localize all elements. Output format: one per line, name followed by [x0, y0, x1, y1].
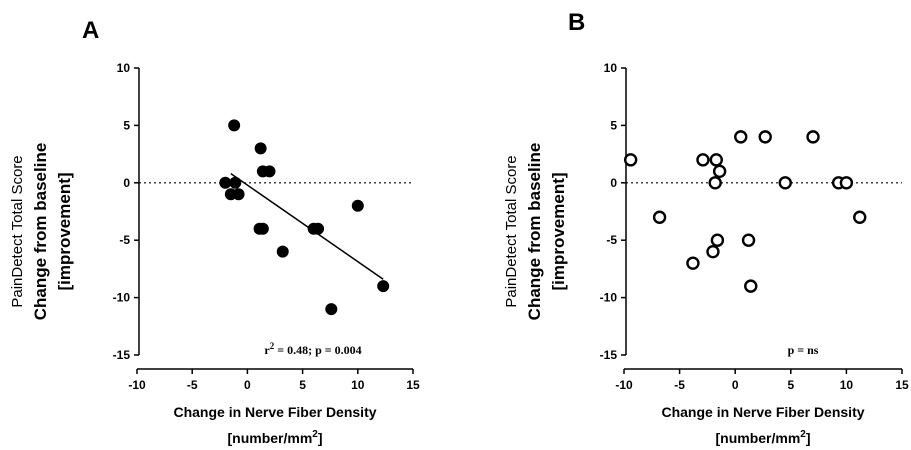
data-point: [758, 130, 772, 144]
data-point: [276, 245, 289, 258]
x-tick-label: -10: [128, 378, 146, 392]
data-point: [623, 153, 638, 167]
data-point: [741, 233, 756, 247]
y-tick-label: -10: [113, 291, 131, 305]
x-tick-label: -5: [674, 378, 685, 392]
data-point: [228, 119, 241, 132]
data-point: [686, 256, 700, 270]
x-tick-label: -10: [615, 378, 633, 392]
x-unit-sup: 2: [312, 429, 318, 440]
data-point: [710, 233, 725, 247]
data-point: [778, 176, 792, 190]
data-point: [377, 280, 390, 293]
x-axis-unit-label: [number/mm2]: [715, 429, 810, 446]
y-tick-label: -15: [113, 348, 131, 362]
data-point: [351, 199, 364, 212]
x-tick-label: 10: [351, 378, 365, 392]
y-tick-label: 5: [123, 118, 130, 132]
regression-line: [230, 172, 384, 280]
data-point: [312, 222, 325, 235]
y-axis-label-line1: PainDetect Total Score: [9, 155, 26, 307]
x-tick-label: 15: [406, 378, 420, 392]
y-tick-label: -5: [606, 233, 617, 247]
data-point: [708, 176, 722, 190]
data-point: [219, 176, 232, 189]
y-axis-label-line2: Change from baseline: [31, 143, 50, 321]
y-tick-label: -10: [600, 291, 618, 305]
data-point: [706, 244, 720, 259]
y-axis-label-line1: PainDetect Total Score: [503, 155, 520, 307]
data-point: [806, 130, 820, 144]
y-axis-label-line3: [improvement]: [549, 172, 568, 290]
stats-annotation-prefix: p = ns: [788, 343, 819, 357]
stats-annotation-sup: 2: [270, 341, 275, 351]
y-tick-label: 10: [117, 61, 131, 75]
data-point: [839, 176, 854, 190]
x-tick-label: -5: [187, 378, 198, 392]
x-tick-label: 15: [895, 378, 909, 392]
x-tick-label: 0: [732, 378, 739, 392]
y-tick-label: 5: [610, 118, 617, 132]
y-axis-label-line2: Change from baseline: [525, 143, 544, 321]
x-tick-label: 10: [840, 378, 854, 392]
data-point: [263, 165, 276, 178]
data-point: [256, 222, 269, 235]
x-tick-label: 5: [299, 378, 306, 392]
x-unit-suffix: ]: [806, 430, 811, 446]
panel-letter: B: [568, 9, 585, 36]
x-tick-label: 5: [787, 378, 794, 392]
x-unit-suffix: ]: [318, 430, 323, 446]
data-point: [744, 279, 758, 293]
x-unit-prefix: [number/mm: [715, 430, 800, 446]
data-point: [709, 153, 723, 167]
x-axis-unit-label: [number/mm2]: [227, 429, 322, 446]
data-point: [734, 130, 748, 144]
data-point: [853, 210, 867, 224]
data-point: [232, 188, 245, 201]
data-point: [254, 142, 267, 155]
y-tick-label: 0: [123, 176, 130, 190]
data-point: [712, 164, 727, 179]
stats-annotation: p = ns: [788, 343, 819, 357]
y-axis-label-line3: [improvement]: [55, 172, 74, 290]
y-tick-label: -5: [119, 233, 130, 247]
x-axis-label: Change in Nerve Fiber Density: [661, 404, 864, 420]
x-unit-prefix: [number/mm: [227, 430, 312, 446]
x-axis-label: Change in Nerve Fiber Density: [173, 404, 376, 420]
x-tick-label: 0: [244, 378, 251, 392]
data-point: [652, 210, 667, 224]
x-unit-sup: 2: [800, 429, 806, 440]
panel-letter: A: [82, 17, 99, 44]
data-point: [325, 303, 338, 316]
stats-annotation-suffix: = 0.48; p = 0.004: [274, 343, 361, 357]
stats-annotation: r2 = 0.48; p = 0.004: [264, 341, 361, 357]
stats-annotation-prefix: r: [264, 343, 270, 357]
panel-b: B 10 5 0 -5 -10 -15 -10 -5 0 5 10 15 p = ns Change in …: [503, 9, 909, 446]
y-tick-label: 10: [604, 61, 618, 75]
y-tick-label: -15: [600, 348, 618, 362]
data-point: [696, 153, 710, 167]
y-tick-label: 0: [610, 176, 617, 190]
